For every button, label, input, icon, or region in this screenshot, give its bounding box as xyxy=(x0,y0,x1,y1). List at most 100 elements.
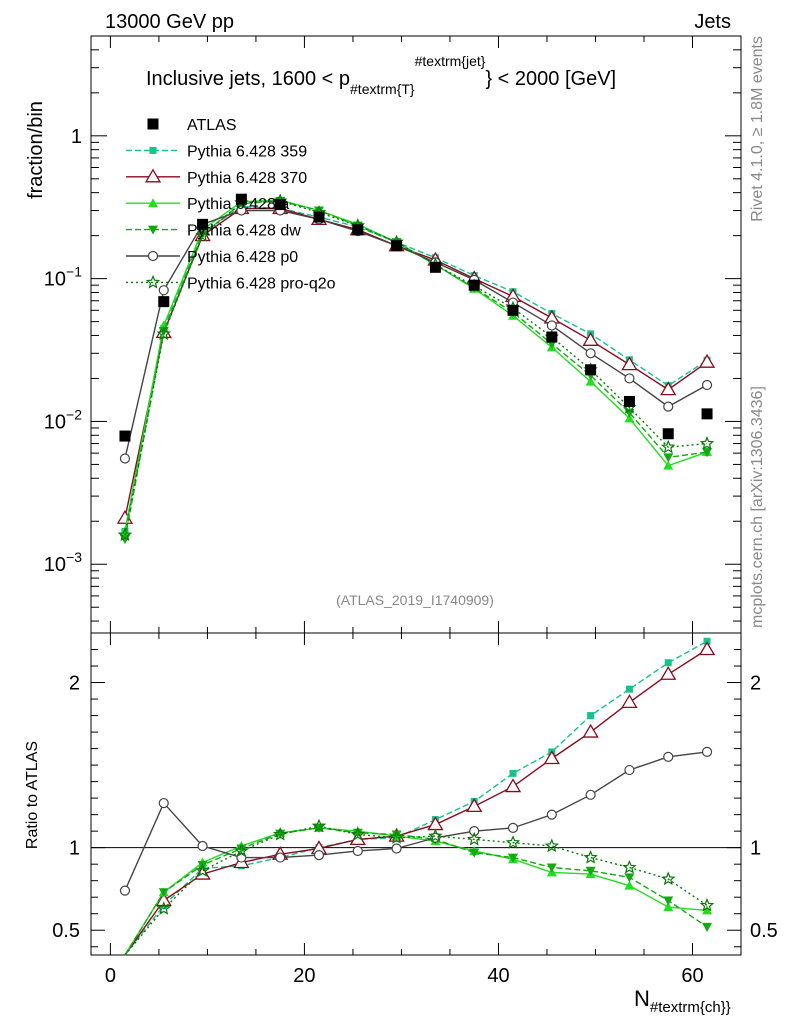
title-sup: #textrm{jet} xyxy=(415,53,486,69)
ratio-series-pythia-6-428-370 xyxy=(124,641,716,956)
ratio-point xyxy=(585,866,596,876)
header-process: Jets xyxy=(694,11,731,33)
ratio-point xyxy=(275,852,286,863)
y-tick-label-exp: −3 xyxy=(66,549,82,565)
ratio-point xyxy=(583,850,598,864)
data-point xyxy=(119,453,131,464)
ratio-point xyxy=(660,665,677,680)
y-tick-label: 10−3 xyxy=(44,549,82,576)
data-point xyxy=(624,413,635,423)
ratio-point xyxy=(505,835,521,849)
ratio-point xyxy=(352,828,363,838)
series-atlas xyxy=(119,193,713,442)
title-post: } < 2000 [GeV] xyxy=(485,68,616,90)
data-point xyxy=(156,326,171,341)
ratio-point xyxy=(664,659,672,667)
legend-marker xyxy=(147,250,159,262)
ratio-point xyxy=(119,885,131,896)
analysis-watermark: (ATLAS_2019_I1740909) xyxy=(336,592,494,608)
ratio-point xyxy=(469,826,480,837)
legend-entry: Pythia 6.428 a xyxy=(126,196,289,213)
data-point xyxy=(663,401,674,412)
series-line xyxy=(124,200,708,536)
legend-label: Pythia 6.428 370 xyxy=(187,170,307,187)
ratio-point xyxy=(663,902,674,912)
title-sub: #textrm{T} xyxy=(350,81,415,97)
ratio-point xyxy=(352,845,363,857)
atlas-data-point xyxy=(158,296,170,308)
data-point xyxy=(582,331,599,346)
ratio-point xyxy=(391,843,402,854)
atlas-data-point xyxy=(197,218,209,230)
legend-marker xyxy=(145,274,161,289)
atlas-data-point xyxy=(623,395,635,407)
ratio-point xyxy=(509,769,517,777)
ratio-series-pythia-6-428-p0 xyxy=(119,746,713,896)
ratio-point xyxy=(508,853,519,863)
data-point xyxy=(699,436,715,450)
ratio-point xyxy=(585,789,596,800)
ratio-point xyxy=(311,818,327,833)
ratio-point xyxy=(582,723,599,738)
ratio-line xyxy=(124,827,708,956)
ratio-line xyxy=(124,640,708,956)
legend-entry: Pythia 6.428 pro-q2o xyxy=(126,274,336,292)
ratio-point xyxy=(701,746,713,757)
y-tick-label-base: 10 xyxy=(44,411,66,433)
legend: ATLAS Pythia 6.428 359 Pythia 6.428 370 Pyt… xyxy=(126,117,336,292)
ratio-point xyxy=(236,844,247,854)
ratio-y-axis-label: Ratio to ATLAS xyxy=(24,741,41,849)
data-point xyxy=(195,228,210,242)
ratio-point xyxy=(350,826,365,841)
rivet-label: Rivet 4.1.0, ≥ 1.8M events xyxy=(749,36,766,222)
atlas-data-point xyxy=(313,211,325,223)
ratio-point xyxy=(624,873,635,883)
data-point xyxy=(702,448,713,458)
ratio-point xyxy=(427,816,444,831)
x-axis-label-main: N xyxy=(634,986,650,1011)
ratio-point xyxy=(469,848,480,858)
ratio-point xyxy=(544,838,559,853)
data-point xyxy=(585,376,596,386)
data-point xyxy=(663,460,674,470)
ratio-point xyxy=(625,685,633,693)
data-point xyxy=(197,230,208,240)
ratio-tick-label-right: 0.5 xyxy=(750,920,778,942)
ratio-point xyxy=(195,863,210,877)
ratio-tick-label: 0.5 xyxy=(52,920,80,942)
series-line xyxy=(124,209,708,459)
atlas-data-point xyxy=(662,428,674,440)
data-point xyxy=(698,353,716,368)
data-point xyxy=(117,527,133,542)
ratio-point xyxy=(158,888,169,898)
ratio-series-group xyxy=(119,637,716,956)
data-point xyxy=(621,356,638,371)
legend-marker xyxy=(148,225,158,235)
data-point xyxy=(116,509,134,524)
plot-title: Inclusive jets, 1600 < p#textrm{T}#textr… xyxy=(146,53,616,97)
ratio-point xyxy=(504,778,522,793)
atlas-data-point xyxy=(468,279,480,291)
ratio-line xyxy=(124,825,708,956)
ratio-point xyxy=(702,922,713,932)
ratio-point xyxy=(467,831,482,846)
ratio-point xyxy=(543,750,560,765)
series-pythia-6-428-a xyxy=(119,195,713,536)
header-energy: 13000 GeV pp xyxy=(105,11,234,33)
ratio-point xyxy=(546,809,557,820)
ratio-point xyxy=(699,897,715,912)
legend-label: Pythia 6.428 p0 xyxy=(187,249,298,266)
atlas-data-point xyxy=(391,240,403,252)
atlas-data-point xyxy=(274,199,286,211)
ratio-point xyxy=(156,901,172,915)
ratio-point xyxy=(158,797,169,809)
y-tick-label: 10−2 xyxy=(44,406,82,433)
atlas-data-point xyxy=(507,304,519,316)
ratio-series-pythia-6-428-359 xyxy=(124,637,711,956)
legend-label: Pythia 6.428 pro-q2o xyxy=(187,275,336,292)
legend-marker xyxy=(149,146,157,154)
y-tick-label: 10−1 xyxy=(44,264,82,291)
ratio-point xyxy=(389,830,404,844)
data-point xyxy=(663,453,674,463)
